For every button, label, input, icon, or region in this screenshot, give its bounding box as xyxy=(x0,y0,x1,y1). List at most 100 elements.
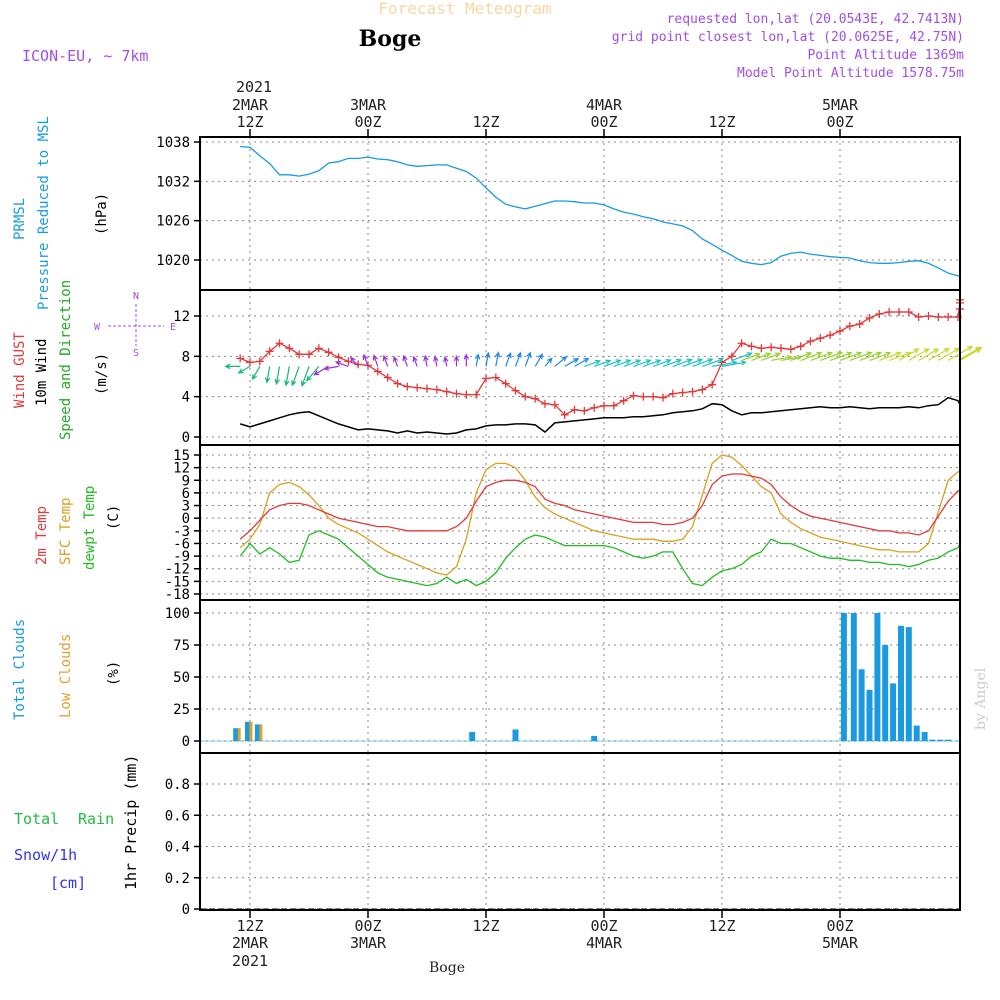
y-tick-label: 8 xyxy=(182,349,190,365)
precip-label-rain: Rain xyxy=(78,810,114,828)
wind-direction-arrow xyxy=(820,351,844,361)
total-clouds-bar xyxy=(898,625,904,741)
wind-direction-arrow xyxy=(751,352,772,361)
gust-marker xyxy=(649,392,658,401)
gust-marker xyxy=(570,405,579,414)
wind-direction-arrow xyxy=(928,347,951,361)
gust-marker xyxy=(875,309,884,318)
cloud-label-1: Total Clouds xyxy=(12,619,28,720)
precip-label-total: Total xyxy=(14,810,59,828)
y-tick-label: 6 xyxy=(182,486,190,502)
temp-label-1: 2m Temp xyxy=(34,506,50,565)
gust-marker xyxy=(708,380,717,389)
wind-direction-arrow xyxy=(453,355,460,367)
gust-marker xyxy=(511,386,520,395)
y-tick-label: 0 xyxy=(182,734,190,750)
gust-marker xyxy=(786,345,795,354)
total-clouds-bar xyxy=(890,683,897,741)
requested-coords: requested lon,lat (20.0543E, 42.7413N) xyxy=(667,12,964,27)
y-tick-label: 25 xyxy=(173,702,190,718)
gust-marker xyxy=(944,313,953,322)
gust-marker xyxy=(285,344,294,353)
wind-direction-arrow xyxy=(652,359,672,367)
panel-frame xyxy=(199,289,961,446)
wind-direction-arrow xyxy=(484,351,491,367)
gust-marker xyxy=(796,342,805,351)
wind-compass: N S W E xyxy=(94,291,176,359)
wind-direction-arrow xyxy=(534,353,543,367)
wind-direction-arrow xyxy=(514,351,522,367)
gust-marker xyxy=(541,399,549,408)
wind-direction-arrow xyxy=(284,366,290,387)
y-tick-label: 12 xyxy=(173,309,190,325)
footer-location: Boge xyxy=(429,960,465,976)
y-tick-label: 0 xyxy=(182,902,190,918)
wind-direction-arrow xyxy=(603,359,622,367)
wind-direction-arrow xyxy=(505,352,512,367)
total-clouds-bar xyxy=(850,613,857,741)
total-clouds-bar xyxy=(921,732,928,741)
gust-line xyxy=(239,299,961,416)
gust-marker xyxy=(914,313,923,322)
point-altitude: Point Altitude 1369m xyxy=(807,48,964,63)
x-label-bottom-date: 3MAR xyxy=(350,934,387,952)
pressure-label-1: PRMSL xyxy=(12,198,28,240)
total-clouds-bar xyxy=(512,729,519,741)
wind-direction-arrow xyxy=(237,365,251,374)
wind-direction-arrow xyxy=(959,347,982,361)
gust-marker xyxy=(609,401,618,410)
total-clouds-bar xyxy=(913,725,920,741)
wind-direction-arrow xyxy=(433,355,439,367)
x-label-bottom-time: 00Z xyxy=(590,917,617,935)
gust-marker xyxy=(659,393,667,402)
gust-marker xyxy=(255,357,264,366)
wind-direction-arrow xyxy=(322,365,339,371)
temp-labels: 2m Temp SFC Temp dewpt Temp (C) xyxy=(34,486,122,570)
gust-marker xyxy=(413,383,422,392)
total-clouds-bar xyxy=(245,721,251,741)
y-tick-label: 100 xyxy=(165,606,190,622)
total-clouds-bar xyxy=(254,724,261,741)
model-label: ICON-EU, ~ 7km xyxy=(22,47,148,65)
gust-marker xyxy=(491,373,500,382)
cloud-unit: (%) xyxy=(106,661,122,686)
gust-marker xyxy=(806,337,815,346)
gust-marker xyxy=(885,307,894,316)
x-label-top-time: 12Z xyxy=(236,113,263,131)
y-tick-label: -3 xyxy=(173,524,190,540)
gust-marker xyxy=(305,350,313,359)
x-label-bottom-time: 12Z xyxy=(472,917,499,935)
wind-direction-arrow xyxy=(839,351,863,361)
gust-marker xyxy=(246,358,254,367)
gust-marker xyxy=(924,312,933,320)
axes-layer: 10201026103210380481215129630-3-6-9-12-1… xyxy=(156,96,859,952)
pressure-label-2: Pressure Reduced to MSL xyxy=(36,116,52,310)
panel-frame xyxy=(199,136,961,291)
pressure-labels: PRMSL Pressure Reduced to MSL (hPa) xyxy=(12,116,110,310)
low-clouds-bar xyxy=(237,728,241,741)
x-label-top-date: 4MAR xyxy=(586,96,623,114)
wind-direction-arrow xyxy=(908,348,931,361)
wind-direction-arrow xyxy=(731,352,753,361)
gust-marker xyxy=(698,385,707,394)
wind-direction-arrow xyxy=(633,359,652,367)
gust-marker xyxy=(855,320,864,329)
low-clouds-bar xyxy=(249,721,253,741)
sfc-temp-line xyxy=(239,454,960,576)
y-tick-label: -12 xyxy=(165,562,190,578)
compass-w: W xyxy=(94,322,101,333)
gust-marker xyxy=(334,353,343,362)
gust-marker xyxy=(727,352,736,361)
gust-marker xyxy=(482,374,490,383)
y-tick-label: -18 xyxy=(165,587,190,603)
gust-marker xyxy=(590,403,599,412)
gust-marker xyxy=(295,350,304,359)
wind-direction-arrow xyxy=(291,366,300,387)
dewpt-temp-line xyxy=(239,530,961,587)
gust-marker xyxy=(777,344,785,353)
gust-marker xyxy=(747,342,756,351)
gust-marker xyxy=(275,339,284,348)
precip-labels: Total Rain Snow/1h [cm] 1hr Precip (mm) xyxy=(14,755,140,892)
wind-direction-arrow xyxy=(564,358,580,367)
